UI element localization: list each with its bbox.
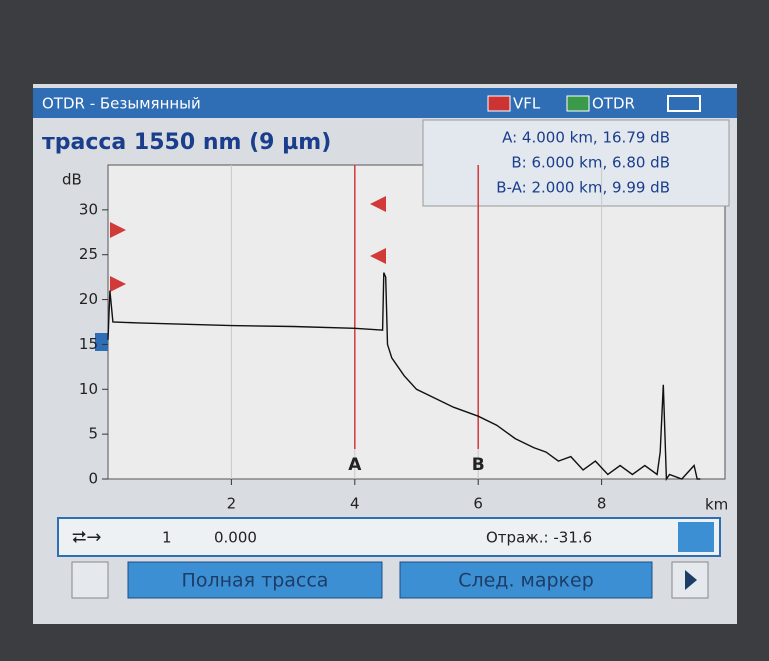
plot-area [107, 164, 726, 480]
blank-button[interactable] [71, 561, 109, 599]
y-axis-label: dB [62, 171, 82, 189]
next-marker-button[interactable] [399, 561, 653, 599]
cursor-label: A [348, 455, 362, 475]
y-tick-label: 20 [79, 290, 98, 308]
y-tick-label: 0 [88, 470, 98, 488]
marker-info-box [422, 119, 730, 207]
window-title: OTDR - Безымянный [42, 95, 201, 113]
trace [107, 272, 701, 482]
cursor-label: B [472, 455, 485, 475]
marker-info: A: 4.000 km, 16.79 dB [502, 129, 670, 147]
x-tick-label: 4 [350, 495, 360, 513]
y-tick-label: 25 [79, 245, 98, 263]
more-arrow [685, 570, 697, 590]
x-axis-label: km [705, 496, 728, 514]
button-label: След. маркер [458, 570, 594, 592]
otdr-label: OTDR [592, 95, 635, 113]
full-trace-button[interactable] [127, 561, 383, 599]
y-tick-label: 10 [79, 380, 98, 398]
title-bar [33, 88, 737, 118]
marker-info: B: 6.000 km, 6.80 dB [511, 154, 670, 172]
button-label: Полная трасса [182, 570, 329, 592]
chart-title: трасса 1550 nm (9 µm) [42, 130, 331, 155]
y-tick-label: 5 [88, 425, 98, 443]
x-tick-label: 6 [473, 495, 483, 513]
x-tick-label: 2 [227, 495, 237, 513]
spin-button[interactable] [678, 522, 714, 552]
y-tick-label: 30 [79, 200, 98, 218]
otdr-icon [566, 95, 590, 112]
direction-icon: ⮂→ [72, 527, 101, 548]
status-bar [57, 517, 721, 557]
status-index: 1 [162, 529, 172, 547]
vfl-label: VFL [513, 95, 541, 113]
status-reflectance: Отраж.: -31.6 [486, 529, 592, 547]
marker-info: B-A: 2.000 km, 9.99 dB [496, 179, 670, 197]
battery-icon [667, 95, 701, 112]
vfl-icon [487, 95, 511, 112]
level-marker [95, 333, 108, 351]
x-tick-label: 8 [597, 495, 607, 513]
y-tick-label: 15 [79, 335, 98, 353]
status-position: 0.000 [214, 529, 257, 547]
